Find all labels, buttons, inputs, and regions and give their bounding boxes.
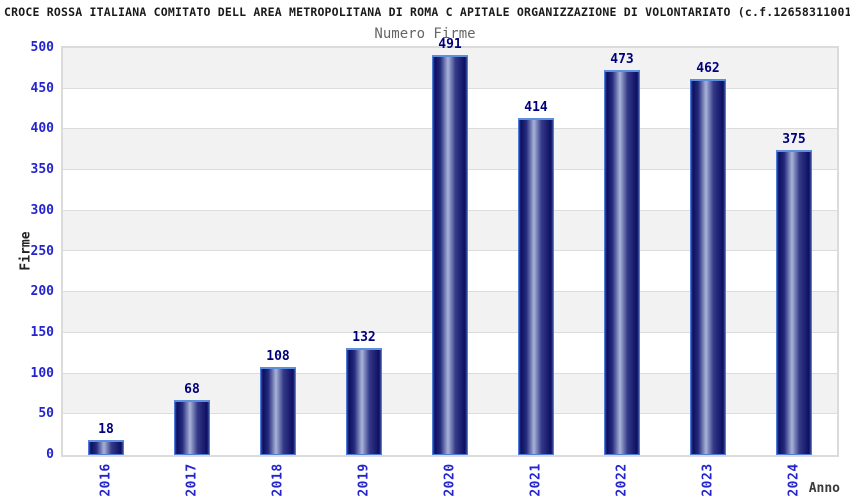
bar-value-2016: 18 xyxy=(98,422,114,437)
y-tick-label: 0 xyxy=(46,447,54,462)
bar-value-2019: 132 xyxy=(352,330,376,345)
y-tick-label: 300 xyxy=(30,202,54,218)
bar-2018 xyxy=(260,367,296,455)
x-tick-2022: 2022 xyxy=(614,463,630,497)
y-tick-label: 250 xyxy=(30,243,54,259)
bar-2023 xyxy=(690,79,726,455)
plot-inner xyxy=(63,48,837,455)
y-tick-label: 100 xyxy=(30,365,54,381)
y-tick-label: 50 xyxy=(38,406,54,422)
x-axis-label: Anno xyxy=(808,481,840,496)
bar-2021 xyxy=(518,118,554,455)
y-tick-label: 450 xyxy=(30,80,54,96)
x-tick-2020: 2020 xyxy=(442,463,458,497)
y-tick-label: 350 xyxy=(30,162,54,178)
x-tick-2018: 2018 xyxy=(270,463,286,497)
bar-value-2024: 375 xyxy=(782,132,806,147)
y-axis-label: Firme xyxy=(18,231,34,271)
y-tick-label: 500 xyxy=(30,40,54,55)
bar-2017 xyxy=(174,400,210,455)
bar-value-2021: 414 xyxy=(524,100,548,115)
y-tick-label: 150 xyxy=(30,324,54,340)
y-tick-label: 400 xyxy=(30,121,54,137)
bar-value-2020: 491 xyxy=(438,37,462,52)
chart-title: Numero Firme xyxy=(374,26,476,42)
x-tick-2024: 2024 xyxy=(786,463,802,497)
bar-2024 xyxy=(776,150,812,455)
x-tick-2021: 2021 xyxy=(528,463,544,497)
bar-2019 xyxy=(346,348,382,455)
x-tick-2017: 2017 xyxy=(184,463,200,497)
bar-2022 xyxy=(604,70,640,455)
y-tick-label: 200 xyxy=(30,284,54,300)
plot-area xyxy=(61,46,839,457)
bar-value-2022: 473 xyxy=(610,52,634,67)
bar-value-2017: 68 xyxy=(184,382,200,397)
x-tick-2023: 2023 xyxy=(700,463,716,497)
bar-2020 xyxy=(432,55,468,455)
bar-2016 xyxy=(88,440,124,455)
x-tick-2016: 2016 xyxy=(98,463,114,497)
x-tick-2019: 2019 xyxy=(356,463,372,497)
bar-value-2023: 462 xyxy=(696,61,720,76)
page-title: CROCE ROSSA ITALIANA COMITATO DELL AREA … xyxy=(4,5,850,19)
bar-value-2018: 108 xyxy=(266,349,290,364)
